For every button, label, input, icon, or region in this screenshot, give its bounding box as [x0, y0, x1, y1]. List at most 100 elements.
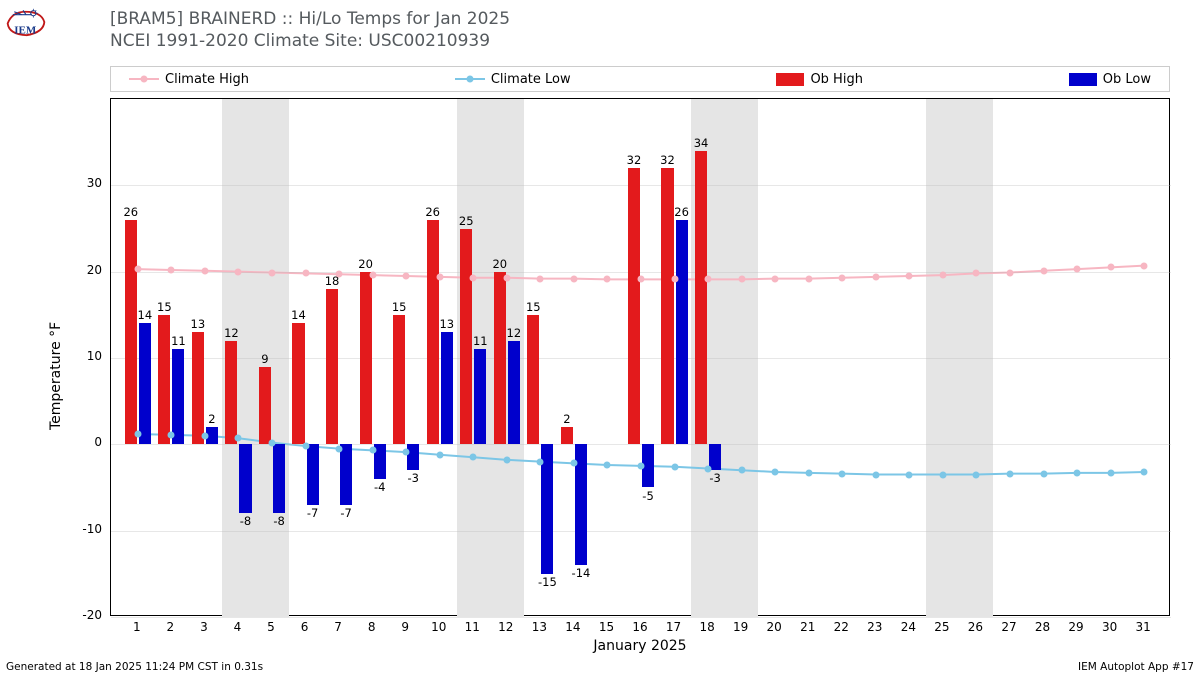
iem-logo: IEM [4, 4, 48, 40]
ob-high-bar [628, 168, 640, 444]
plot-area: 2615131291418201526252015232323414112-8-… [110, 98, 1170, 616]
ob-low-bar [474, 349, 486, 444]
bar-value-label: 11 [466, 334, 494, 348]
x-axis-label: January 2025 [580, 638, 700, 654]
x-tick-label: 26 [963, 620, 987, 634]
climate-high-marker [570, 275, 577, 282]
x-tick-label: 8 [360, 620, 384, 634]
climate-low-marker [839, 470, 846, 477]
bar-value-label: -4 [366, 480, 394, 494]
legend-item: Climate High [129, 72, 249, 87]
bar-value-label: 14 [285, 308, 313, 322]
x-tick-label: 3 [192, 620, 216, 634]
chart-title: [BRAM5] BRAINERD :: Hi/Lo Temps for Jan … [110, 8, 510, 52]
y-tick-label: 20 [72, 263, 102, 277]
climate-high-marker [1141, 262, 1148, 269]
climate-low-marker [269, 439, 276, 446]
ob-low-bar [508, 341, 520, 445]
ob-high-bar [427, 220, 439, 444]
gridline [111, 185, 1171, 186]
ob-high-bar [695, 151, 707, 445]
bar-value-label: 2 [553, 412, 581, 426]
gridline [111, 531, 1171, 532]
legend: Climate High Climate Low Ob High Ob Low [110, 66, 1170, 92]
legend-label: Climate Low [491, 72, 571, 87]
bar-value-label: -5 [634, 489, 662, 503]
climate-high-marker [1040, 267, 1047, 274]
bar-value-label: 15 [385, 300, 413, 314]
ob-high-bar [292, 323, 304, 444]
ob-high-bar [125, 220, 137, 444]
x-tick-label: 1 [125, 620, 149, 634]
climate-low-marker [201, 432, 208, 439]
climate-low-marker [1107, 469, 1114, 476]
ob-low-bar [273, 444, 285, 513]
y-axis-label: Temperature °F [48, 322, 64, 430]
climate-low-marker [369, 447, 376, 454]
climate-high-marker [168, 266, 175, 273]
bar-value-label: -8 [232, 514, 260, 528]
bar-value-label: -15 [533, 575, 561, 589]
bar-value-label: 26 [419, 205, 447, 219]
climate-low-marker [537, 458, 544, 465]
legend-swatch [776, 73, 804, 86]
climate-low-marker [336, 445, 343, 452]
bar-value-label: 26 [668, 205, 696, 219]
x-tick-label: 30 [1098, 620, 1122, 634]
ob-low-bar [307, 444, 319, 504]
x-tick-label: 10 [427, 620, 451, 634]
y-tick-label: 30 [72, 176, 102, 190]
climate-low-marker [671, 463, 678, 470]
climate-low-marker [1074, 469, 1081, 476]
legend-label: Climate High [165, 72, 249, 87]
climate-high-marker [336, 271, 343, 278]
climate-low-marker [973, 471, 980, 478]
bar-value-label: 12 [217, 326, 245, 340]
bar-value-label: 20 [486, 257, 514, 271]
svg-text:IEM: IEM [14, 25, 37, 37]
x-tick-label: 28 [1031, 620, 1055, 634]
climate-high-marker [604, 276, 611, 283]
climate-high-marker [537, 275, 544, 282]
bar-value-label: -3 [701, 471, 729, 485]
climate-high-marker [201, 267, 208, 274]
ob-high-bar [225, 341, 237, 445]
x-tick-label: 16 [628, 620, 652, 634]
x-tick-label: 17 [662, 620, 686, 634]
legend-label: Ob High [810, 72, 863, 87]
climate-low-marker [235, 435, 242, 442]
title-line-1: [BRAM5] BRAINERD :: Hi/Lo Temps for Jan … [110, 8, 510, 30]
climate-low-marker [772, 468, 779, 475]
x-tick-label: 20 [762, 620, 786, 634]
climate-low-marker [939, 471, 946, 478]
climate-high-marker [705, 276, 712, 283]
legend-swatch [1069, 73, 1097, 86]
x-tick-label: 14 [561, 620, 585, 634]
bar-value-label: -8 [265, 514, 293, 528]
y-tick-label: 0 [72, 435, 102, 449]
climate-high-marker [906, 272, 913, 279]
climate-high-marker [503, 274, 510, 281]
gridline [111, 617, 1171, 618]
climate-high-marker [1107, 264, 1114, 271]
climate-high-marker [738, 276, 745, 283]
bar-value-label: 32 [620, 153, 648, 167]
x-tick-label: 4 [225, 620, 249, 634]
climate-low-marker [604, 462, 611, 469]
x-tick-label: 29 [1064, 620, 1088, 634]
x-tick-label: 9 [393, 620, 417, 634]
bar-value-label: 20 [352, 257, 380, 271]
climate-high-marker [369, 272, 376, 279]
x-tick-label: 25 [930, 620, 954, 634]
ob-high-bar [192, 332, 204, 444]
climate-high-marker [772, 275, 779, 282]
legend-item: Ob High [776, 72, 863, 87]
legend-swatch [129, 78, 159, 80]
ob-high-bar [527, 315, 539, 445]
x-tick-label: 5 [259, 620, 283, 634]
legend-label: Ob Low [1103, 72, 1151, 87]
climate-high-marker [671, 276, 678, 283]
bar-value-label: 15 [519, 300, 547, 314]
footer-generated: Generated at 18 Jan 2025 11:24 PM CST in… [6, 661, 263, 673]
ob-low-bar [172, 349, 184, 444]
